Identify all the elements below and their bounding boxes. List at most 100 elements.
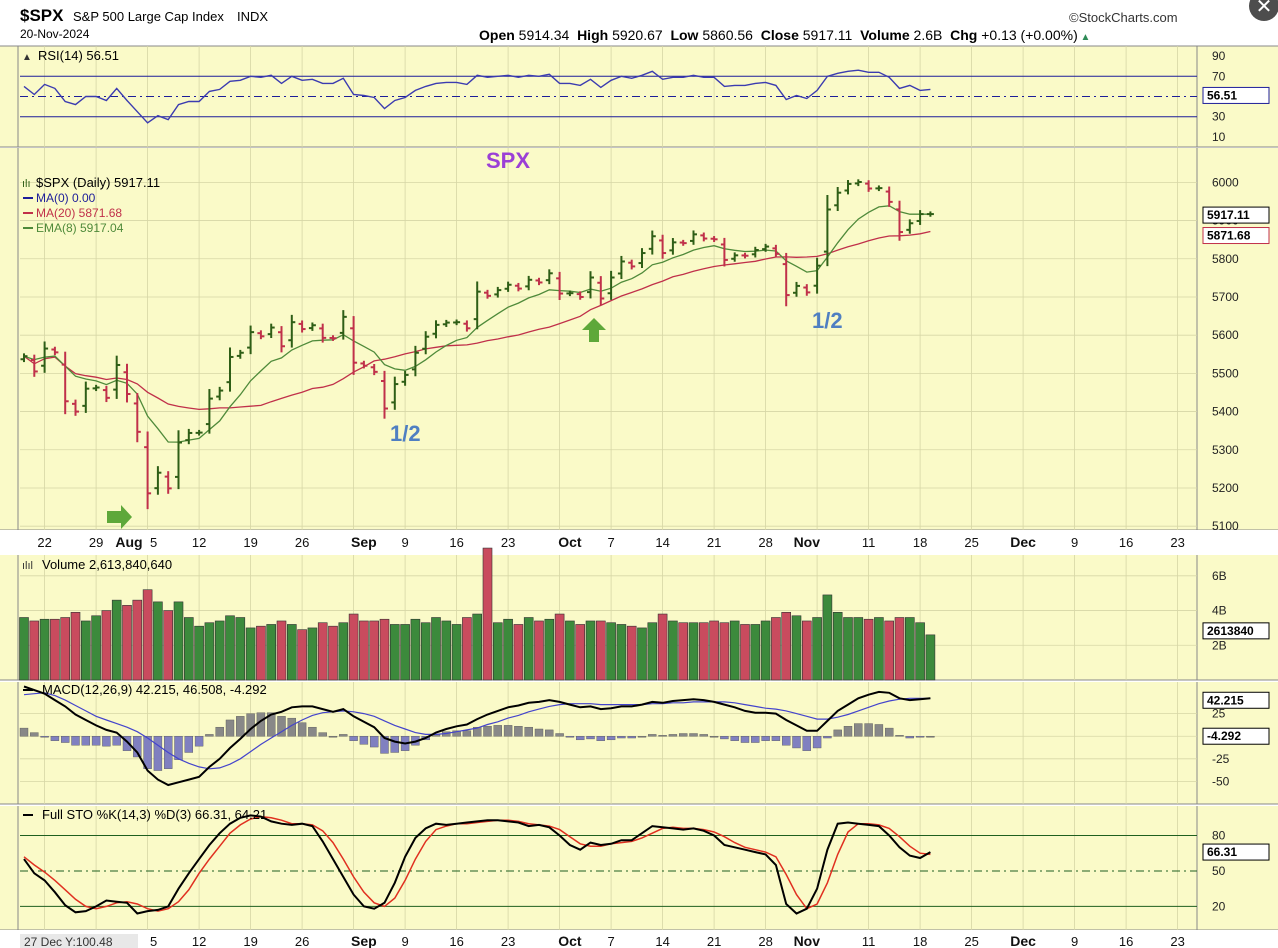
symbol: $SPX — [20, 6, 64, 25]
price-bar — [51, 346, 59, 356]
macd-histogram-bar — [102, 736, 111, 747]
volume-bar — [534, 620, 544, 681]
macd-histogram-bar — [596, 736, 605, 741]
volume-bar — [884, 620, 895, 681]
price-bar — [710, 236, 718, 242]
macd-histogram-bar — [627, 736, 636, 739]
macd-histogram-bar — [153, 736, 163, 771]
price-bar — [514, 282, 522, 292]
volume-bar — [812, 617, 822, 681]
macd-histogram-bar — [792, 736, 801, 749]
volume-bar — [81, 620, 91, 681]
price-bar — [700, 232, 708, 242]
macd-histogram-bar — [637, 736, 647, 738]
macd-title: MACD(12,26,9) 42.215, 46.508, -4.292 — [42, 682, 267, 697]
macd-histogram-bar — [915, 736, 925, 738]
triangle-icon: ▲ — [22, 52, 32, 63]
x-axis-bottom-label: 26 — [295, 934, 309, 948]
macd-histogram-bar — [236, 716, 245, 737]
volume-bar — [122, 605, 132, 681]
volume-bar — [523, 617, 534, 681]
volume-bar — [874, 617, 884, 681]
volume-bar — [111, 599, 122, 681]
volume-bar — [70, 611, 81, 681]
macd-histogram-bar — [679, 733, 688, 737]
close-icon[interactable]: ✕ — [1249, 0, 1278, 21]
price-bar — [61, 351, 69, 415]
price-bar — [370, 363, 378, 376]
rsi-last-label-text: 56.51 — [1207, 88, 1237, 102]
price-bar — [844, 180, 852, 195]
macd-histogram-bar — [771, 736, 781, 741]
x-axis-bottom-label: 25 — [964, 934, 978, 948]
macd-histogram-bar — [720, 736, 729, 740]
price-bar — [41, 341, 49, 373]
right-arrow-icon — [107, 505, 132, 529]
ohlc-label: High — [577, 27, 613, 43]
macd-histogram-bar — [740, 736, 750, 743]
x-axis-label: Nov — [794, 534, 821, 550]
price-bar — [545, 269, 553, 285]
price-bar — [813, 257, 821, 294]
macd-histogram-bar — [225, 719, 235, 737]
macd-histogram-bar — [308, 726, 317, 737]
sto-tick-label: 20 — [1212, 899, 1226, 913]
volume-bar — [369, 620, 380, 681]
volume-bar — [256, 625, 266, 681]
macd-histogram-bar — [473, 726, 482, 737]
macd-last-label-text: 42.215 — [1207, 693, 1244, 707]
volume-bar — [750, 624, 761, 681]
x-axis-label: 14 — [655, 535, 669, 550]
macd-histogram-bar — [709, 736, 719, 738]
volume-bar — [194, 625, 204, 681]
macd-last-label: 42.215 — [1202, 691, 1270, 709]
macd-histogram-bar — [50, 736, 60, 741]
price-bar — [607, 270, 615, 300]
x-axis-bottom-label: 23 — [1170, 934, 1184, 948]
macd-histogram-bar — [658, 735, 667, 737]
price-bar — [484, 289, 491, 299]
macd-histogram-bar — [184, 736, 194, 753]
up-arrow-icon — [582, 318, 606, 342]
volume-last-label: 2613840 — [1202, 622, 1270, 640]
volume-bar — [781, 611, 792, 681]
volume-bar — [163, 610, 173, 681]
x-axis-label: 18 — [913, 535, 927, 550]
x-axis-bottom-label: Nov — [794, 933, 821, 948]
volume-bar — [585, 620, 596, 681]
volume-bar — [19, 617, 29, 681]
close-last-label: 5917.11 — [1202, 206, 1270, 224]
macd-histogram-bar — [864, 723, 873, 737]
x-axis-bottom-label: 18 — [913, 934, 927, 948]
volume-bar — [925, 634, 936, 681]
x-axis-bottom-label: 23 — [501, 934, 515, 948]
volume-bar — [915, 622, 925, 681]
price-bar — [803, 284, 811, 296]
macd-hist-last-label: -4.292 — [1202, 727, 1270, 745]
volume-bar — [451, 624, 462, 681]
price-bar — [216, 386, 224, 401]
volume-bar — [565, 620, 575, 681]
price-bar — [411, 345, 419, 377]
volume-bar — [771, 617, 781, 681]
macd-signal-line — [23, 692, 931, 770]
x-axis-bottom-label: 21 — [707, 934, 721, 948]
macd-histogram-bar — [926, 736, 935, 738]
volume-bar — [441, 620, 452, 681]
macd-histogram-bar — [782, 736, 791, 746]
price-tick-label: 5700 — [1212, 290, 1239, 304]
volume-bar — [678, 622, 689, 681]
price-bar — [535, 277, 543, 286]
price-bar — [669, 238, 677, 255]
macd-histogram-bar — [586, 736, 595, 740]
x-axis-label: 23 — [501, 535, 515, 550]
volume-bar — [719, 622, 730, 681]
macd-histogram-bar — [565, 736, 575, 738]
macd-histogram-bar — [40, 736, 49, 738]
x-axis-label: 19 — [243, 535, 257, 550]
x-axis-label: 29 — [89, 535, 103, 550]
ma-last-label-box — [1202, 227, 1270, 245]
volume-bar — [235, 617, 246, 681]
volume-bar — [698, 622, 709, 681]
